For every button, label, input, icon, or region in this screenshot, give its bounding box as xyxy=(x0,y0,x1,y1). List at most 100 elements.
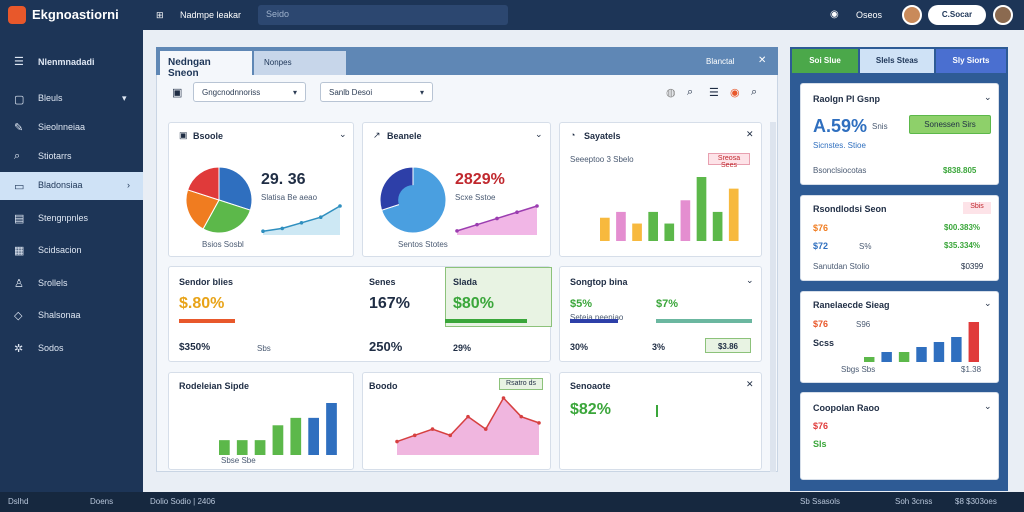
card-title: Beanele xyxy=(387,131,422,141)
sidebar-item-6[interactable]: Scidsacion xyxy=(38,245,82,255)
row-value: $76 xyxy=(813,223,829,233)
status-right-3[interactable]: $8 $303oes xyxy=(955,497,997,506)
grid-icon[interactable]: ⊞ xyxy=(156,10,164,20)
sidebar-item-9[interactable]: Sodos xyxy=(38,343,64,353)
right-card-1: Raolgn Pl Gsnp ⌄ A.59% Snis Sonessen Sir… xyxy=(800,83,999,185)
sidebar-item-8[interactable]: Shalsonaa xyxy=(38,310,81,320)
pie-slice xyxy=(218,166,253,211)
chevron-down-icon[interactable]: ⌄ xyxy=(535,129,543,139)
menu-icon[interactable]: ☰ xyxy=(14,56,24,68)
alert-icon[interactable]: ◉ xyxy=(730,87,740,99)
metric-value: $.80% xyxy=(179,295,225,312)
donut-chart xyxy=(379,166,447,234)
card-bars-2: Rodeleian Sipde Sbse Sbe xyxy=(168,372,354,470)
account-pill[interactable]: C.Socar xyxy=(928,5,986,25)
row-unit: S% xyxy=(859,242,872,251)
metric-value-2: $350% xyxy=(179,342,211,353)
sidebar-item-bleuls[interactable]: Bleuls ▾ xyxy=(38,93,127,103)
sidebar-item-5[interactable]: Stengnpnles xyxy=(38,213,89,223)
card-sub: Seeeptoo 3 Sbelo xyxy=(570,155,634,164)
bar xyxy=(272,425,284,455)
clock-icon: ◔ xyxy=(570,130,576,140)
date-select[interactable]: Sanlb Desoi ▾ xyxy=(320,82,433,102)
status-right-2[interactable]: Soh 3cnss xyxy=(895,497,933,506)
shield-icon: ◇ xyxy=(14,310,23,322)
card-title: Bsoole xyxy=(193,131,224,141)
donut-center xyxy=(398,185,428,215)
tab-blue[interactable]: Sly Siorts xyxy=(936,49,1006,73)
bar xyxy=(864,357,875,362)
filter-select[interactable]: Gngcnodnnoriss ▾ xyxy=(193,82,306,102)
metric-value: $5% xyxy=(570,298,593,310)
account-icon[interactable]: ◉ xyxy=(830,9,839,20)
data-point xyxy=(338,204,342,208)
calendar-icon[interactable]: ▣ xyxy=(172,87,183,99)
metric-sub: Seteia neeniao xyxy=(570,313,624,322)
status-mid-2[interactable]: Dolio Sodio | 2406 xyxy=(150,497,216,506)
tab-inactive[interactable]: Nonpes xyxy=(254,51,346,75)
sidebar-item-7[interactable]: Srollels xyxy=(38,278,68,288)
card-spending: Songtop bina ⌄ $5% $7% Seteia neeniao 30… xyxy=(559,266,762,362)
close-icon[interactable]: ✕ xyxy=(758,55,767,66)
sidebar-header: Nlenmnadadi xyxy=(38,57,95,67)
status-badge: Sbis xyxy=(963,202,991,214)
status-mid[interactable]: Doens xyxy=(90,497,114,506)
metric-unit: Sbs xyxy=(257,344,271,353)
sidebar-item-active[interactable]: Bladonsiaa › xyxy=(0,172,143,200)
close-icon[interactable]: ✕ xyxy=(746,379,754,389)
search-input[interactable]: Seido xyxy=(258,5,508,25)
tab-light[interactable]: Slels Steas xyxy=(860,49,934,73)
bar-chart xyxy=(600,177,739,241)
status-left[interactable]: Dslhd xyxy=(8,497,29,506)
close-icon[interactable]: ✕ xyxy=(746,129,754,139)
right-card-3: Ranelaecde Sieag ⌄ $76 S96 Scss Sbgs Sbs… xyxy=(800,291,999,383)
list-icon[interactable]: ☰ xyxy=(709,87,719,99)
line-chart xyxy=(261,204,342,235)
card-bars: ◔ Sayatels ✕ Seeeptoo 3 Sbelo Sreosa See… xyxy=(559,122,762,257)
tab-active[interactable]: Nedngan Sneon xyxy=(160,51,252,79)
action-button[interactable]: Sonessen Sirs xyxy=(909,115,991,134)
card-pie: ▣ Bsoole ⌄ 29. 36 Slatisa Be aeao Bsios … xyxy=(168,122,354,257)
progress-bar-2 xyxy=(445,319,527,323)
scrollbar[interactable] xyxy=(770,122,776,472)
metric-value-4: 250% xyxy=(369,339,403,354)
top-nav-label[interactable]: Nadmpe leakar xyxy=(180,10,242,20)
avatar-secondary[interactable] xyxy=(993,5,1013,25)
top-action[interactable]: Oseos xyxy=(856,10,883,20)
card-sub: Scxe Sstoe xyxy=(455,193,496,202)
row-unit: S96 xyxy=(856,320,871,329)
status-bar: Dslhd Doens Dolio Sodio | 2406 Sb Ssasol… xyxy=(0,492,1024,512)
chevron-down-icon[interactable]: ⌄ xyxy=(339,129,347,139)
gear-icon: ✲ xyxy=(14,343,24,355)
tab-green[interactable]: Soi Slue xyxy=(792,49,858,73)
card-summary: Senoaote ✕ $82% xyxy=(559,372,762,470)
highlight-panel xyxy=(445,267,552,327)
card-link[interactable]: Sicnstes. Stioe xyxy=(813,141,866,150)
bar xyxy=(616,211,626,241)
bar xyxy=(728,188,739,241)
card-foot: Sbgs Sbs xyxy=(841,365,876,374)
zoom-icon[interactable]: ⌕ xyxy=(751,86,758,98)
chevron-down-icon[interactable]: ⌄ xyxy=(984,401,992,411)
progress-bar xyxy=(570,319,618,323)
card-title: Ranelaecde Sieag xyxy=(813,300,890,310)
sidebar-item-2[interactable]: Sieolnneiaa xyxy=(38,122,86,132)
card-title: Raolgn Pl Gsnp xyxy=(813,94,881,104)
data-point xyxy=(475,222,479,227)
chevron-down-icon[interactable]: ⌄ xyxy=(984,298,992,308)
data-point xyxy=(466,414,470,419)
data-point xyxy=(395,439,399,444)
avatar[interactable] xyxy=(902,5,922,25)
search-icon[interactable]: ⌕ xyxy=(687,86,694,98)
status-right[interactable]: Sb Ssasols xyxy=(800,497,841,506)
card-value: 2829% xyxy=(455,171,505,188)
chevron-down-icon[interactable]: ⌄ xyxy=(984,92,992,102)
data-point xyxy=(537,421,541,425)
bar-chart-2 xyxy=(219,403,337,455)
metric-value-6: 29% xyxy=(453,343,472,353)
toggle-icon[interactable]: ◍ xyxy=(666,87,676,99)
chevron-down-icon[interactable]: ⌄ xyxy=(746,275,754,285)
data-point xyxy=(430,427,435,431)
sidebar-item-3[interactable]: Stiotarrs xyxy=(38,151,72,161)
header-right-label[interactable]: Blanctal xyxy=(706,57,735,66)
